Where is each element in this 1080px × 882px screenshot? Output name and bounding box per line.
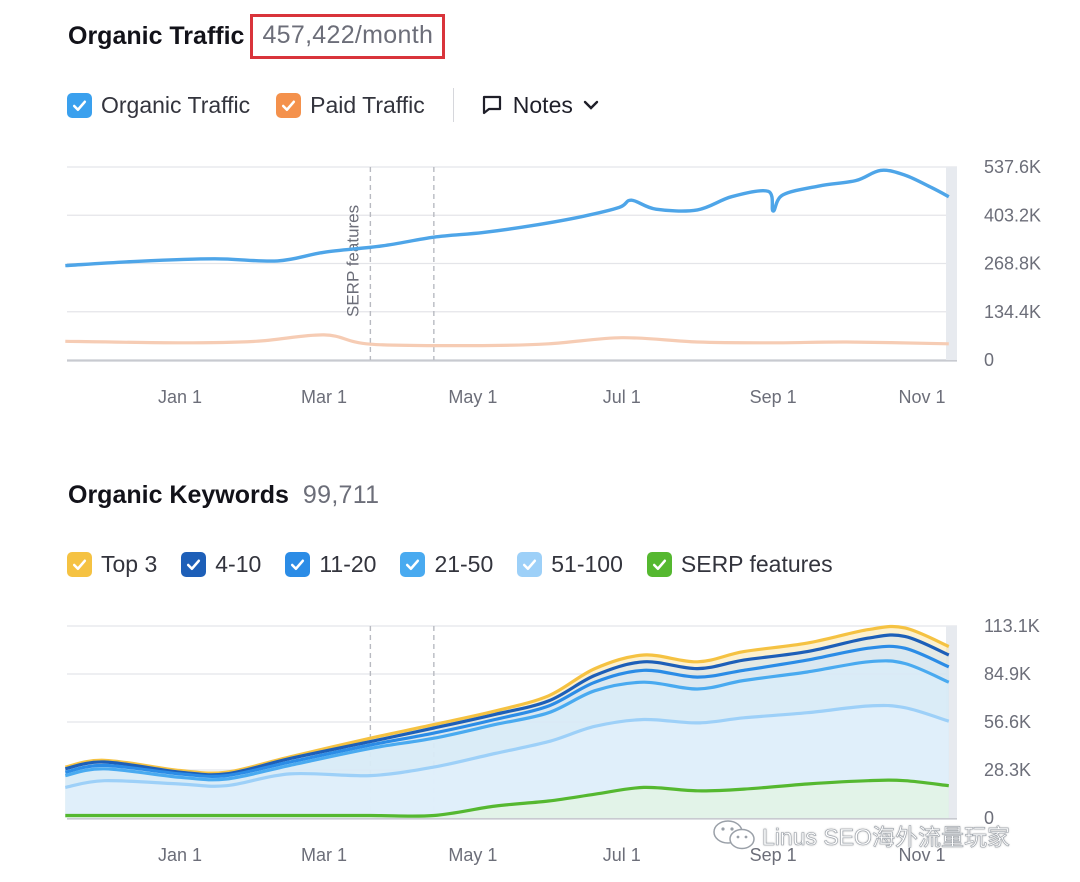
notes-icon xyxy=(482,95,501,115)
keywords-series-4[interactable] xyxy=(64,703,950,789)
paid-checkbox-icon[interactable] xyxy=(276,92,302,118)
keywords-series-2[interactable] xyxy=(64,644,950,778)
organic-checkbox-icon[interactable] xyxy=(67,92,92,118)
legend-divider xyxy=(452,88,454,122)
serp-features-annotation: SERP features xyxy=(343,205,362,317)
checkbox-icon[interactable] xyxy=(181,551,207,577)
watermark: Linus SEO海外流量玩家 xyxy=(712,818,1010,852)
keywords-x-tick: Jan 1 xyxy=(158,845,202,865)
checkbox-icon[interactable] xyxy=(67,551,92,577)
organic-keywords-chart[interactable]: 113.1K 84.9K 56.6K 28.3K 0 Jan 1 Mar 1 May 1 Jul… xyxy=(0,610,1080,882)
legend-keywords-label: 51-100 xyxy=(551,550,623,577)
organic-keywords-header: Organic Keywords 99,711 xyxy=(68,474,379,516)
legend-keywords-label: SERP features xyxy=(680,550,833,577)
organic-keywords-value: 99,711 xyxy=(302,480,380,509)
legend-keywords-label: 21-50 xyxy=(434,550,494,577)
traffic-range-handle[interactable] xyxy=(946,167,957,360)
legend-keywords-item[interactable]: 11-20 xyxy=(285,551,376,578)
legend-keywords-item[interactable]: 51-100 xyxy=(517,551,623,578)
wechat-icon xyxy=(713,820,755,850)
keywords-area-5 xyxy=(65,780,949,818)
keywords-y-tick: 113.1K xyxy=(984,616,1040,636)
keywords-y-tick: 84.9K xyxy=(984,664,1031,684)
keywords-series-5[interactable] xyxy=(65,778,949,818)
organic-traffic-header: Organic Traffic 457,422/month xyxy=(68,6,446,66)
legend-keywords-item[interactable]: 4-10 xyxy=(181,551,261,578)
checkbox-icon[interactable] xyxy=(400,551,426,577)
keywords-range-handle[interactable] xyxy=(946,626,957,818)
traffic-x-tick: Jan 1 xyxy=(158,387,202,407)
organic-keywords-title: Organic Keywords xyxy=(68,480,289,509)
traffic-y-tick: 403.2K xyxy=(984,205,1041,225)
legend-paid-traffic[interactable]: Paid Traffic xyxy=(276,92,425,119)
keywords-y-tick: 0 xyxy=(984,808,994,828)
legend-paid-label: Paid Traffic xyxy=(310,91,425,118)
traffic-series-organic[interactable] xyxy=(65,168,950,268)
keywords-x-tick: Mar 1 xyxy=(301,845,347,865)
keywords-y-tick: 56.6K xyxy=(984,712,1031,732)
checkbox-icon[interactable] xyxy=(646,551,672,577)
chevron-down-icon xyxy=(583,100,599,110)
traffic-x-tick: Sep 1 xyxy=(750,387,797,407)
legend-keywords-item[interactable]: 21-50 xyxy=(400,551,493,578)
traffic-y-tick: 134.4K xyxy=(984,302,1041,322)
notes-button[interactable]: Notes xyxy=(480,92,610,119)
keywords-y-tick: 28.3K xyxy=(984,760,1031,780)
legend-organic-traffic[interactable]: Organic Traffic xyxy=(67,92,250,119)
organic-traffic-title: Organic Traffic xyxy=(68,21,245,50)
keywords-legend: Top 3 4-10 11-20 21-50 51-100 SERP features xyxy=(67,544,857,584)
keywords-x-tick: Nov 1 xyxy=(898,845,945,865)
legend-keywords-item[interactable]: Top 3 xyxy=(67,551,157,578)
traffic-series-paid[interactable] xyxy=(65,333,949,348)
traffic-x-tick: Nov 1 xyxy=(898,387,945,407)
traffic-y-tick: 268.8K xyxy=(984,254,1041,274)
traffic-x-tick: Mar 1 xyxy=(301,387,347,407)
keywords-series-3[interactable] xyxy=(64,659,950,782)
legend-keywords-item[interactable]: SERP features xyxy=(646,550,833,578)
legend-organic-label: Organic Traffic xyxy=(101,91,251,118)
keywords-x-tick: Jul 1 xyxy=(603,845,641,865)
checkbox-icon[interactable] xyxy=(285,551,311,577)
legend-keywords-label: Top 3 xyxy=(101,550,158,577)
checkbox-icon[interactable] xyxy=(517,551,543,577)
keywords-x-tick: Sep 1 xyxy=(750,845,797,865)
traffic-x-tick: Jul 1 xyxy=(603,387,641,407)
traffic-y-tick: 0 xyxy=(984,350,994,370)
keywords-x-tick: May 1 xyxy=(448,845,497,865)
watermark-text: Linus SEO海外流量玩家 xyxy=(762,824,1011,851)
traffic-legend: Organic Traffic Paid Traffic Notes xyxy=(67,85,610,125)
organic-traffic-value: 457,422/month xyxy=(250,13,446,59)
legend-keywords-label: 11-20 xyxy=(319,550,377,577)
legend-keywords-label: 4-10 xyxy=(215,550,262,577)
traffic-y-tick: 537.6K xyxy=(984,157,1041,177)
traffic-x-tick: May 1 xyxy=(448,387,497,407)
organic-traffic-chart[interactable]: 537.6K 403.2K 268.8K 134.4K 0 Jan 1 Mar 1 May 1… xyxy=(0,150,1080,420)
notes-label: Notes xyxy=(512,91,573,118)
